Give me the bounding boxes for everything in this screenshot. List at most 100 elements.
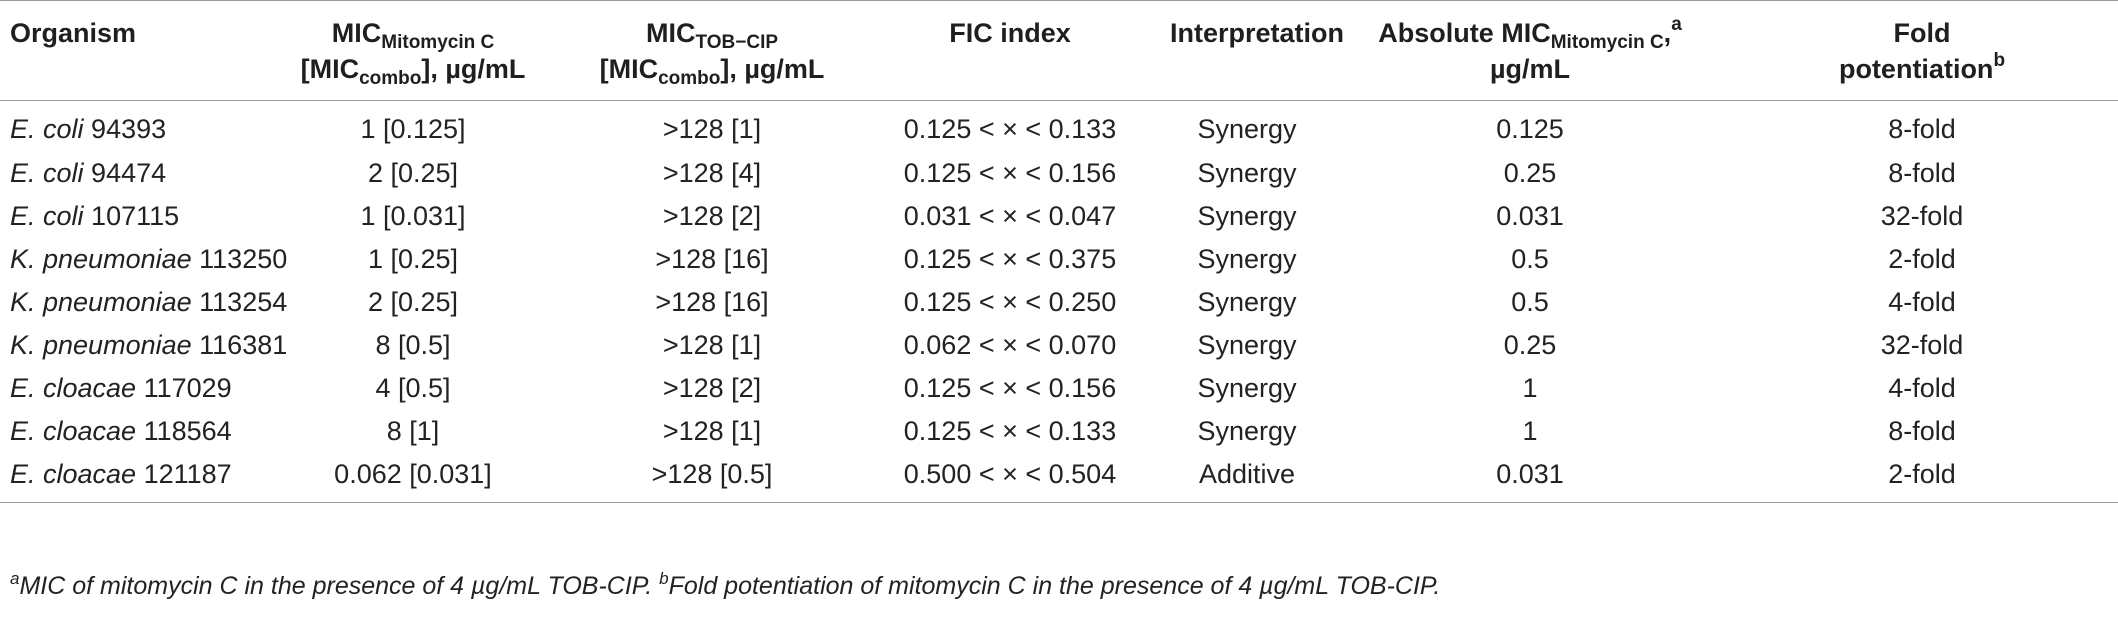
organism-genus: K. pneumoniae <box>10 243 192 274</box>
interpretation-cell: Synergy <box>1197 200 1297 231</box>
fic-cell: 0.062 < × < 0.070 <box>903 329 1117 360</box>
fold-cell: 4-fold <box>1888 286 1956 317</box>
interpretation-cell: Synergy <box>1197 372 1297 403</box>
organism-strain: 94474 <box>91 157 167 188</box>
mic-mito-cell: 8 [0.5] <box>375 329 451 360</box>
fic-cell: 0.125 < × < 0.250 <box>903 286 1117 317</box>
header-organism: Organism <box>0 1 262 101</box>
absolute-mic-cell: 0.25 <box>1503 329 1557 360</box>
organism-genus: E. coli <box>10 200 84 231</box>
fic-cell: 0.125 < × < 0.133 <box>903 415 1117 446</box>
table-row: K. pneumoniae 113250 1 [0.25] >128 [16] … <box>0 238 2118 281</box>
mic-mito-cell: 2 [0.25] <box>367 286 459 317</box>
organism-strain: 118564 <box>143 415 232 446</box>
mic-tob-cell: >128 [0.5] <box>564 452 860 503</box>
header-mic-tob-combo-sub: combo <box>658 68 721 89</box>
fold-cell: 8-fold <box>1888 157 1956 188</box>
fic-cell: 0.125 < × < 0.156 <box>903 157 1117 188</box>
fold-cell: 32-fold <box>1880 329 1964 360</box>
mic-mito-cell: 8 [1] <box>386 415 440 446</box>
organism-cell: E. cloacae 117029 <box>0 367 262 410</box>
mic-tob-cell: >128 [16] <box>655 286 769 317</box>
mic-mito-cell: 0.062 [0.031] <box>262 452 564 503</box>
mic-results-table: Organism MICMitomycin C [MICcombo], µg/m… <box>0 0 2118 503</box>
table-row: E. coli 107115 1 [0.031] >128 [2] 0.031 … <box>0 195 2118 238</box>
mic-tob-cell: >128 [1] <box>662 113 762 144</box>
header-mic-tob-prefix: MIC <box>645 18 696 48</box>
header-abs-unit: µg/mL <box>1489 54 1571 84</box>
organism-genus: E. cloacae <box>10 372 137 403</box>
fic-cell: 0.500 < × < 0.504 <box>860 452 1160 503</box>
header-interpretation-label: Interpretation <box>1170 18 1345 48</box>
interpretation-cell: Synergy <box>1197 243 1297 274</box>
fold-cell: 4-fold <box>1888 372 1956 403</box>
header-fic-index: FIC index <box>860 1 1160 101</box>
mic-tob-cell: >128 [4] <box>662 157 762 188</box>
mic-mito-cell: 4 [0.5] <box>375 372 451 403</box>
absolute-mic-cell: 0.125 <box>1496 113 1564 144</box>
fold-cell: 2-fold <box>1726 452 2118 503</box>
absolute-mic-cell: 0.5 <box>1511 243 1549 274</box>
mic-tob-cell: >128 [16] <box>655 243 769 274</box>
organism-genus: E. cloacae <box>10 458 137 489</box>
organism-cell: E. coli 94474 <box>0 152 262 195</box>
interpretation-cell: Synergy <box>1197 157 1297 188</box>
interpretation-cell: Synergy <box>1197 286 1297 317</box>
header-mic-mito-combo-suffix: ], µg/mL <box>421 54 526 84</box>
header-mic-mito-sub: Mitomycin C <box>381 32 495 53</box>
table-row: K. pneumoniae 116381 8 [0.5] >128 [1] 0.… <box>0 324 2118 367</box>
header-mic-tob-combo-prefix: [MIC <box>599 54 659 84</box>
organism-cell: E. cloacae 118564 <box>0 410 262 453</box>
fic-cell: 0.125 < × < 0.133 <box>903 113 1117 144</box>
organism-strain: 107115 <box>91 200 180 231</box>
table-row: E. cloacae 117029 4 [0.5] >128 [2] 0.125… <box>0 367 2118 410</box>
header-absolute-mic: Absolute MICMitomycin C,a µg/mL <box>1334 1 1726 101</box>
fic-cell: 0.125 < × < 0.375 <box>903 243 1117 274</box>
footnote-a-text: MIC of mitomycin C in the presence of 4 … <box>19 572 653 600</box>
organism-strain: 113250 <box>199 243 288 274</box>
footnote-b-marker: b <box>659 569 669 588</box>
header-abs-prefix: Absolute MIC <box>1378 18 1551 48</box>
fold-cell: 32-fold <box>1880 200 1964 231</box>
header-fold-footnote-marker: b <box>1993 50 2006 71</box>
table-row: E. coli 94474 2 [0.25] >128 [4] 0.125 < … <box>0 152 2118 195</box>
organism-cell: K. pneumoniae 113250 <box>0 238 287 281</box>
table-footnotes: aMIC of mitomycin C in the presence of 4… <box>10 569 1440 601</box>
header-mic-tob-combo-suffix: ], µg/mL <box>720 54 825 84</box>
header-abs-sub: Mitomycin C <box>1550 32 1664 53</box>
table-row: E. cloacae 118564 8 [1] >128 [1] 0.125 <… <box>0 410 2118 453</box>
fold-cell: 8-fold <box>1888 415 1956 446</box>
footnote-a-marker: a <box>10 569 20 588</box>
organism-strain: 121187 <box>143 458 232 489</box>
header-interpretation: Interpretation <box>1160 1 1344 101</box>
absolute-mic-cell: 0.031 <box>1334 452 1726 503</box>
fold-cell: 2-fold <box>1888 243 1956 274</box>
organism-genus: E. coli <box>10 113 84 144</box>
fic-cell: 0.031 < × < 0.047 <box>903 200 1117 231</box>
interpretation-cell: Synergy <box>1197 415 1297 446</box>
header-abs-comma: , <box>1663 18 1672 48</box>
mic-tob-cell: >128 [2] <box>662 372 762 403</box>
header-mic-mitomycin: MICMitomycin C [MICcombo], µg/mL <box>262 1 564 101</box>
mic-tob-cell: >128 [1] <box>662 415 762 446</box>
header-mic-mito-combo-prefix: [MIC <box>300 54 360 84</box>
header-fic-label: FIC index <box>949 18 1071 48</box>
interpretation-cell: Synergy <box>1197 329 1297 360</box>
header-abs-footnote-marker: a <box>1671 14 1682 35</box>
organism-strain: 116381 <box>199 329 288 360</box>
header-fold-potentiation: Fold potentiationb <box>1726 1 2118 101</box>
mic-tob-cell: >128 [2] <box>662 200 762 231</box>
fic-cell: 0.125 < × < 0.156 <box>903 372 1117 403</box>
mic-mito-cell: 1 [0.25] <box>367 243 459 274</box>
mic-mito-cell: 1 [0.031] <box>360 200 466 231</box>
absolute-mic-cell: 0.5 <box>1511 286 1549 317</box>
organism-strain: 94393 <box>91 113 167 144</box>
absolute-mic-cell: 1 <box>1522 372 1538 403</box>
header-organism-label: Organism <box>10 18 137 48</box>
header-fold-line2: potentiation <box>1838 54 1994 84</box>
mic-tob-cell: >128 [1] <box>662 329 762 360</box>
header-row: Organism MICMitomycin C [MICcombo], µg/m… <box>0 0 2118 101</box>
header-mic-tob-sub: TOB−CIP <box>695 32 779 53</box>
header-mic-tob-cip: MICTOB−CIP [MICcombo], µg/mL <box>564 1 860 101</box>
